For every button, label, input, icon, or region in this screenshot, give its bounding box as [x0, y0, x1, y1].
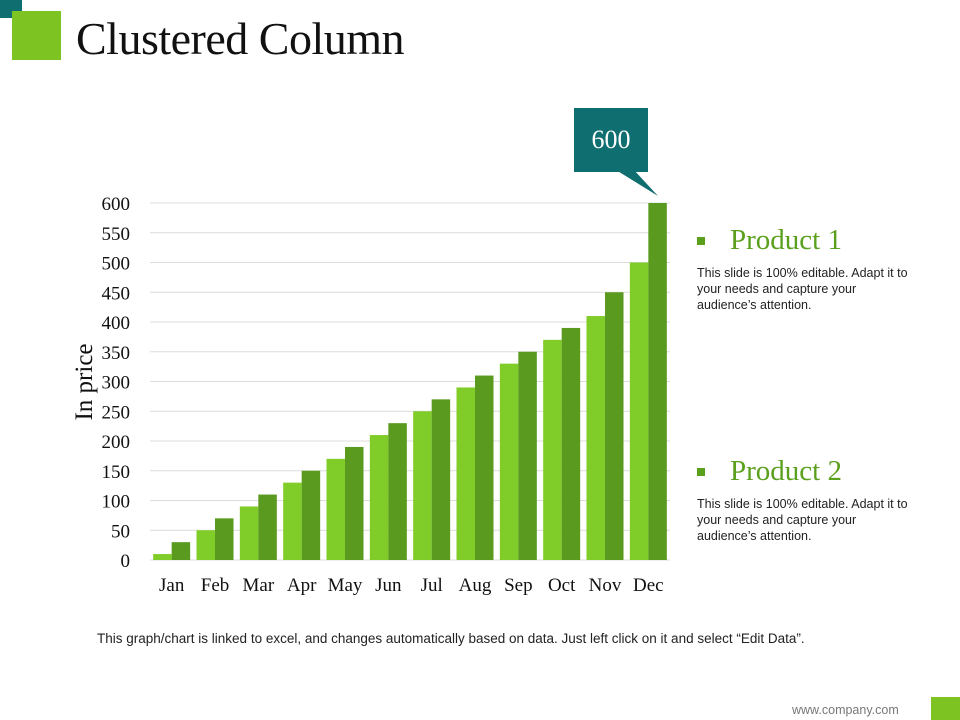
y-tick-label: 250 — [102, 402, 131, 423]
x-tick-label: Apr — [287, 575, 317, 596]
legend-description: This slide is 100% editable. Adapt it to… — [697, 266, 908, 312]
x-tick-label: Jun — [375, 575, 402, 596]
bar-product-1-mar[interactable] — [239, 506, 259, 560]
x-tick-label: Jan — [159, 575, 185, 596]
legend-title: Product 2 — [730, 455, 842, 487]
bar-product-2-feb[interactable] — [215, 518, 234, 560]
y-tick-label: 600 — [102, 194, 131, 215]
legend-description: This slide is 100% editable. Adapt it to… — [697, 497, 908, 543]
legend-bullet-icon — [697, 467, 705, 476]
bar-product-2-oct[interactable] — [561, 327, 581, 560]
callout-pointer — [616, 170, 658, 196]
y-tick-label: 500 — [102, 254, 131, 275]
y-tick-labels: 0 50 100 150 200 250 300 350 400 450 500 550 600 — [102, 194, 131, 572]
footer-accent-square — [931, 697, 960, 720]
bar-product-2-aug[interactable] — [475, 375, 494, 560]
y-tick-label: 450 — [102, 283, 131, 304]
website-link[interactable]: www.company.com — [792, 703, 899, 717]
bar-product-1-feb[interactable] — [196, 530, 216, 560]
x-tick-label: Sep — [504, 575, 533, 596]
y-tick-label: 300 — [102, 373, 131, 394]
legend-product-1: Product 1 This slide is 100% editable. A… — [697, 226, 927, 313]
bar-product-1-sep[interactable] — [499, 363, 519, 560]
y-tick-label: 200 — [102, 432, 131, 453]
callout-value: 600 — [574, 108, 648, 172]
bar-product-1-aug[interactable] — [456, 387, 476, 560]
x-tick-label: Feb — [201, 575, 230, 596]
bar-product-2-jan[interactable] — [171, 542, 191, 560]
chart-footnote: This graph/chart is linked to excel, and… — [97, 631, 805, 646]
legend-title: Product 1 — [730, 224, 842, 256]
y-tick-label: 100 — [102, 492, 131, 513]
bar-product-1-nov[interactable] — [586, 316, 606, 560]
bar-product-2-jul[interactable] — [431, 399, 451, 560]
y-tick-label: 350 — [102, 343, 131, 364]
x-tick-label: May — [328, 575, 363, 596]
bar-product-2-jun[interactable] — [388, 423, 407, 560]
title-accent-square — [12, 11, 61, 60]
bar-product-2-mar[interactable] — [258, 494, 277, 560]
bar-product-1-dec[interactable] — [629, 262, 649, 561]
bar-product-1-jan[interactable] — [153, 554, 172, 560]
x-tick-label: Aug — [459, 575, 492, 596]
x-tick-label: Mar — [243, 575, 275, 596]
bar-product-1-jul[interactable] — [413, 411, 432, 560]
y-axis-label: In price — [71, 343, 98, 420]
bar-product-2-sep[interactable] — [518, 351, 537, 560]
slide-title: Clustered Column — [76, 13, 405, 64]
bar-product-2-dec[interactable] — [648, 203, 667, 560]
legend-product-2: Product 2 This slide is 100% editable. A… — [697, 457, 927, 544]
value-callout: 600 — [574, 108, 658, 196]
bar-product-2-nov[interactable] — [605, 292, 624, 560]
y-tick-label: 0 — [121, 551, 131, 572]
x-tick-label: Jul — [421, 575, 443, 596]
bar-product-2-may[interactable] — [345, 446, 364, 560]
x-tick-label: Dec — [633, 575, 664, 596]
y-tick-label: 150 — [102, 462, 131, 483]
bars — [153, 203, 667, 560]
bar-product-1-jun[interactable] — [369, 435, 389, 560]
grid-lines — [150, 202, 670, 561]
x-tick-label: Oct — [548, 575, 576, 596]
y-tick-label: 400 — [102, 313, 131, 334]
y-tick-label: 550 — [102, 224, 131, 245]
bar-product-1-oct[interactable] — [543, 339, 562, 560]
x-tick-labels: Jan Feb Mar Apr May Jun Jul Aug Sep Oct Nov Dec — [159, 575, 664, 596]
y-tick-label: 50 — [111, 521, 130, 542]
legend-bullet-icon — [697, 236, 705, 245]
bar-product-1-apr[interactable] — [283, 482, 302, 560]
x-tick-label: Nov — [589, 575, 622, 596]
bar-product-2-apr[interactable] — [301, 470, 321, 560]
bar-product-1-may[interactable] — [326, 458, 346, 560]
